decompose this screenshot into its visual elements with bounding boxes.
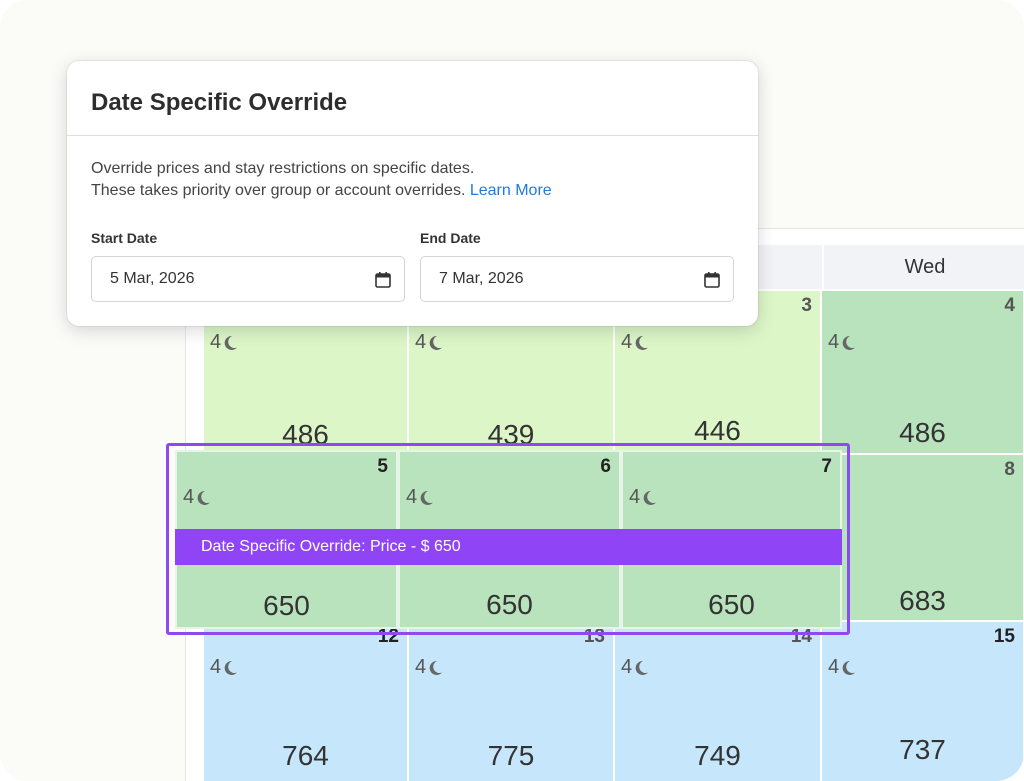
cell-price: 446 — [694, 415, 741, 446]
start-date-label: Start Date — [91, 230, 158, 246]
min-stay: 4 — [621, 656, 649, 679]
moon-icon — [224, 335, 238, 350]
cell-price: 650 — [263, 590, 310, 621]
moon-icon — [429, 660, 443, 675]
moon-icon — [643, 490, 657, 505]
weekday-label: Wed — [904, 255, 946, 278]
day-number: 6 — [600, 456, 611, 477]
moon-icon — [420, 490, 434, 505]
cell-price: 650 — [486, 589, 533, 620]
cell-price: 683 — [899, 585, 946, 616]
calendar-cell[interactable]: 15 4 737 — [821, 621, 1024, 781]
override-banner-text: Date Specific Override: Price - $ 650 — [201, 538, 461, 555]
day-number: 12 — [377, 626, 399, 647]
override-selection[interactable] — [166, 443, 850, 635]
min-stay: 4 — [828, 331, 856, 354]
min-stay: 4 — [629, 486, 657, 509]
moon-icon — [842, 660, 856, 675]
moon-icon — [224, 660, 238, 675]
end-date-value: 7 Mar, 2026 — [439, 270, 524, 287]
calendar-cell[interactable]: 14 4 749 — [614, 621, 821, 781]
calendar-cell[interactable]: 8 683 — [821, 454, 1024, 621]
dialog-title: Date Specific Override — [91, 89, 348, 116]
moon-icon — [429, 335, 443, 350]
cell-price: 764 — [282, 740, 329, 771]
cell-price: 749 — [694, 740, 741, 771]
end-date-field[interactable]: 7 Mar, 2026 — [420, 256, 734, 302]
day-number: 4 — [1004, 295, 1015, 316]
day-number: 13 — [583, 626, 605, 647]
override-banner[interactable]: Date Specific Override: Price - $ 650 — [175, 529, 842, 565]
start-date-field[interactable]: 5 Mar, 2026 — [91, 256, 405, 302]
min-stay: 4 — [210, 656, 238, 679]
cell-price: 737 — [899, 734, 946, 765]
day-number: 7 — [821, 456, 832, 477]
moon-icon — [635, 660, 649, 675]
min-stay: 4 — [183, 486, 211, 509]
calendar-cell[interactable]: 13 4 775 — [408, 621, 614, 781]
end-date-label: End Date — [420, 230, 481, 246]
moon-icon — [635, 335, 649, 350]
learn-more-link[interactable]: Learn More — [469, 182, 552, 199]
calendar-cell[interactable]: 12 4 764 — [203, 621, 408, 781]
moon-icon — [842, 335, 856, 350]
moon-icon — [197, 490, 211, 505]
day-number: 14 — [790, 626, 812, 647]
dialog-description: Override prices and stay restrictions on… — [91, 160, 552, 199]
day-number: 8 — [1004, 459, 1015, 480]
cell-price: 486 — [899, 417, 946, 448]
calendar-icon[interactable] — [374, 271, 392, 289]
min-stay: 4 — [415, 656, 443, 679]
min-stay: 4 — [828, 656, 856, 679]
min-stay: 4 — [210, 331, 238, 354]
calendar-icon[interactable] — [703, 271, 721, 289]
day-number: 5 — [377, 456, 388, 477]
cell-price: 650 — [708, 589, 755, 620]
weekday-header-wed: Wed — [822, 245, 1024, 289]
day-number: 15 — [993, 626, 1015, 647]
cell-price: 775 — [487, 740, 535, 771]
min-stay: 4 — [406, 486, 434, 509]
min-stay: 4 — [621, 331, 649, 354]
day-number: 3 — [801, 295, 812, 316]
min-stay: 4 — [415, 331, 443, 354]
divider — [67, 135, 758, 136]
calendar-cell[interactable]: 4 4 486 — [821, 290, 1024, 454]
start-date-value: 5 Mar, 2026 — [110, 270, 195, 287]
date-override-dialog: Date Specific Override Override prices a… — [67, 61, 758, 326]
